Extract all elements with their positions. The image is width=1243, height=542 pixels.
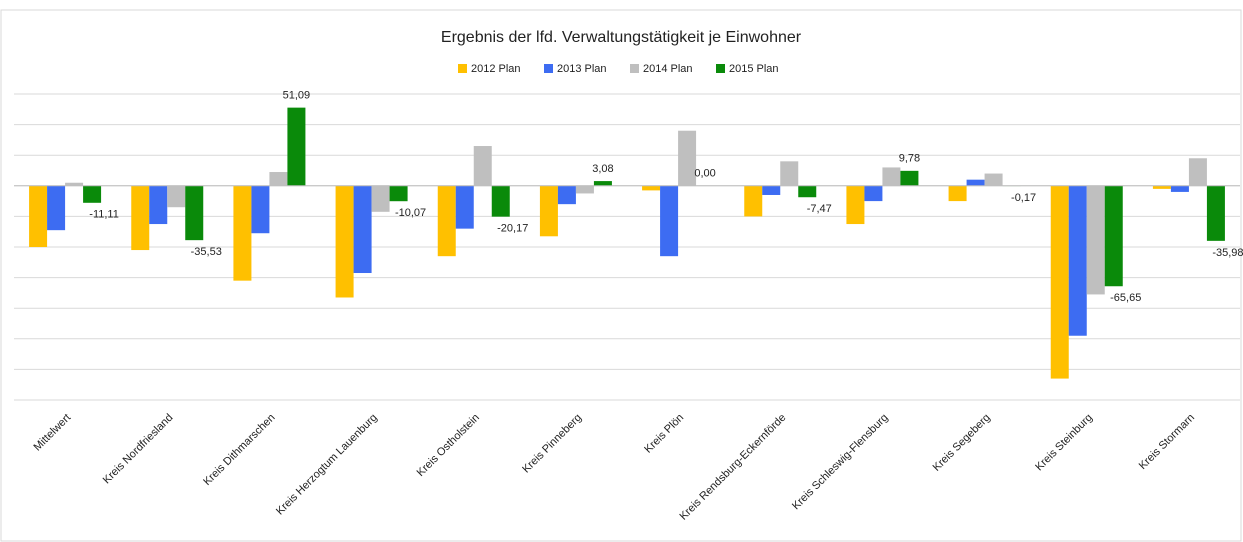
bar [65, 182, 84, 186]
data-label: -11,11 [89, 209, 119, 221]
bar [780, 161, 799, 186]
bar [473, 146, 492, 186]
bar [593, 181, 612, 186]
bar [1050, 185, 1069, 379]
data-label: -0,17 [1011, 192, 1036, 204]
bar [744, 185, 763, 217]
legend-swatch [630, 64, 639, 73]
chart-title: Ergebnis der lfd. Verwaltungstätigkeit j… [441, 29, 802, 46]
bar [167, 185, 186, 208]
bar [1152, 185, 1171, 189]
bar [47, 185, 66, 231]
data-label: 0,00 [694, 168, 715, 180]
bar [131, 185, 150, 251]
data-label: 3,08 [592, 163, 613, 175]
bar [149, 185, 168, 225]
bar [491, 185, 510, 217]
bar [966, 179, 985, 186]
bar [287, 107, 306, 186]
chart-frame [0, 9, 1242, 542]
legend-label: 2012 Plan [471, 63, 521, 75]
bar [335, 185, 354, 298]
data-label: -7,47 [807, 203, 832, 215]
legend-label: 2013 Plan [557, 63, 607, 75]
bar [251, 185, 270, 234]
bar [233, 185, 252, 281]
bar [557, 185, 576, 205]
bar [1206, 185, 1225, 241]
bar [185, 185, 204, 241]
bar [1086, 185, 1105, 295]
legend-swatch [544, 64, 553, 73]
data-label: -35,98 [1212, 247, 1243, 259]
bar [1104, 185, 1123, 287]
bar [29, 185, 48, 247]
bar [948, 185, 967, 202]
legend-swatch [458, 64, 467, 73]
bar [900, 170, 919, 186]
bar [678, 130, 697, 186]
bar [1188, 158, 1207, 186]
bar [539, 185, 558, 237]
data-label: -10,07 [395, 207, 426, 219]
bar [575, 185, 594, 194]
bar [762, 185, 781, 195]
bar [798, 185, 817, 198]
bar [1170, 185, 1189, 192]
legend-label: 2014 Plan [643, 63, 693, 75]
bar [846, 185, 865, 225]
data-label: -20,17 [497, 223, 528, 235]
data-label: 51,09 [283, 90, 311, 102]
bar [371, 185, 390, 212]
data-label: -65,65 [1110, 292, 1141, 304]
bar [269, 172, 288, 186]
data-label: -35,53 [191, 246, 222, 258]
bar [882, 167, 901, 186]
bar [83, 185, 102, 203]
bar [642, 185, 661, 191]
bar [437, 185, 456, 257]
bar [984, 173, 1003, 186]
bar [389, 185, 408, 202]
bar [1068, 185, 1087, 336]
legend-label: 2015 Plan [729, 63, 779, 75]
bar [864, 185, 883, 202]
bar [660, 185, 679, 257]
bar [353, 185, 372, 274]
bar [455, 185, 474, 229]
data-label: 9,78 [899, 153, 920, 165]
legend-swatch [716, 64, 725, 73]
